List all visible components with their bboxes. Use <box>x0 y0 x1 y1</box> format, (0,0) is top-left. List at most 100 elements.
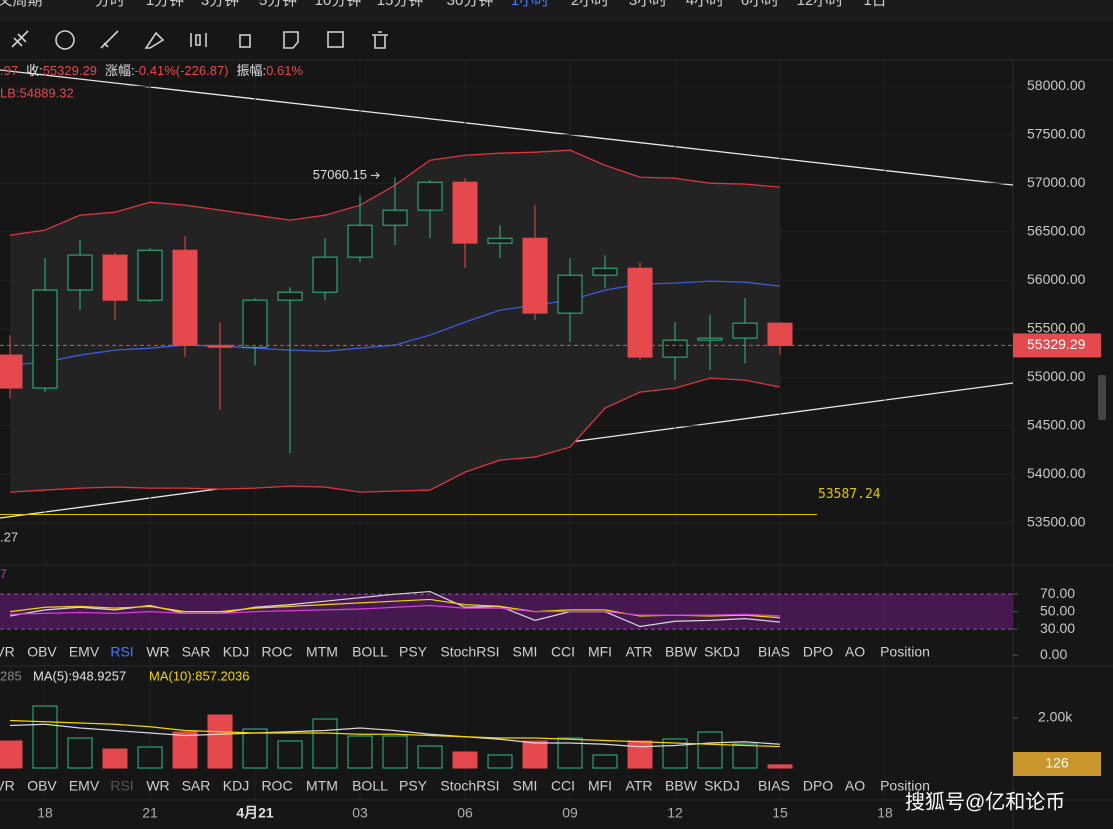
period-tab[interactable]: 30分钟 <box>447 0 494 9</box>
period-tab[interactable]: 6小时 <box>741 0 779 9</box>
indicator-tab[interactable]: SAR <box>182 778 211 794</box>
indicator-tab[interactable]: BBW <box>665 644 698 660</box>
y-tick-label: 56000.00 <box>1027 271 1086 287</box>
candle-body <box>0 354 23 389</box>
indicator-tab[interactable]: AO <box>845 644 865 660</box>
x-tick-label: 21 <box>142 805 158 821</box>
period-tab[interactable]: 10分钟 <box>315 0 362 9</box>
indicator-tab[interactable]: BOLL <box>352 644 388 660</box>
period-tab[interactable]: 2小时 <box>571 0 609 9</box>
indicator-tab[interactable]: MFI <box>588 644 612 660</box>
y-tick-label: 54500.00 <box>1027 417 1086 433</box>
last-price-label: 55329.29 <box>1027 336 1086 352</box>
volume-bar <box>347 735 373 769</box>
candle-body <box>627 267 653 358</box>
volume-bar <box>312 718 338 769</box>
indicator-tab[interactable]: KDJ <box>223 778 249 794</box>
tool-lock[interactable] <box>239 34 251 48</box>
watermark: 搜狐号@亿和论币 <box>905 790 1065 813</box>
candle-body <box>522 237 548 314</box>
y-tick-label: 57000.00 <box>1027 174 1086 190</box>
tool-measure[interactable] <box>100 30 119 49</box>
tool-candle[interactable] <box>190 33 207 47</box>
indicator-tab[interactable]: ROC <box>261 778 292 794</box>
indicator-tab[interactable]: MTM <box>306 778 338 794</box>
tool-pen[interactable] <box>144 31 165 49</box>
indicator-tab[interactable]: RSI <box>110 778 133 794</box>
volume-bar <box>417 745 443 769</box>
indicator-tab[interactable]: VR <box>0 778 15 794</box>
period-tab[interactable]: 5分钟 <box>259 0 297 9</box>
period-tab[interactable]: 义周期 <box>0 0 43 9</box>
candle-body <box>732 322 758 339</box>
indicator-tab[interactable]: BIAS <box>758 644 790 660</box>
period-tab[interactable]: 1日 <box>863 0 886 9</box>
period-tab[interactable]: 4小时 <box>686 0 724 9</box>
tool-circle[interactable] <box>55 30 75 50</box>
indicator-tab[interactable]: SAR <box>182 644 211 660</box>
indicator-tab[interactable]: RSI <box>110 644 133 660</box>
indicator-tab[interactable]: CCI <box>551 778 575 794</box>
y-tick-label: 58000.00 <box>1027 77 1086 93</box>
indicator-tab[interactable]: OBV <box>27 778 57 794</box>
info-part: 55329.29 <box>43 63 97 78</box>
indicator-tab[interactable]: MFI <box>588 778 612 794</box>
indicator-tab[interactable]: BIAS <box>758 778 790 794</box>
indicator-tab[interactable]: CCI <box>551 644 575 660</box>
indicator-tab[interactable]: MTM <box>306 644 338 660</box>
volume-legend: MA(5):948.9257 <box>33 668 126 683</box>
indicator-tab[interactable]: DPO <box>803 644 833 660</box>
tool-delete[interactable] <box>372 31 388 49</box>
period-tab[interactable]: 3小时 <box>629 0 667 9</box>
candle-body <box>277 291 303 301</box>
x-tick-label: 06 <box>457 805 473 821</box>
boll-info: LB:54889.32 <box>0 85 74 100</box>
ohlc-info: .97 收:55329.29 涨幅:-0.41%(-226.87) 振幅:0.61% <box>0 63 303 78</box>
indicator-tab[interactable]: SMI <box>513 644 538 660</box>
indicator-tab[interactable]: BBW <box>665 778 698 794</box>
indicator-tab[interactable]: OBV <box>27 644 57 660</box>
period-tab[interactable]: 1分钟 <box>146 0 184 9</box>
indicator-tab[interactable]: DPO <box>803 778 833 794</box>
indicator-tab[interactable]: Position <box>880 778 930 794</box>
indicator-tab[interactable]: AO <box>845 778 865 794</box>
indicator-tab[interactable]: StochRSI <box>440 778 499 794</box>
volume-bar <box>0 740 23 769</box>
tool-note[interactable] <box>283 31 299 49</box>
candle-body <box>32 289 58 389</box>
indicator-tab[interactable]: WR <box>146 778 169 794</box>
indicator-tab[interactable]: ROC <box>261 644 292 660</box>
volume-bar <box>242 728 268 769</box>
period-tab[interactable]: 3分钟 <box>201 0 239 9</box>
indicator-tab[interactable]: EMV <box>69 778 100 794</box>
indicator-tab[interactable]: WR <box>146 644 169 660</box>
x-tick-label: 4月21 <box>236 805 274 821</box>
period-tab[interactable]: 12小时 <box>797 0 844 9</box>
indicator-tab[interactable]: Position <box>880 644 930 660</box>
indicator-tab[interactable]: SMI <box>513 778 538 794</box>
indicator-tab[interactable]: ATR <box>626 644 653 660</box>
indicator-tab[interactable]: KDJ <box>223 644 249 660</box>
indicator-tab[interactable]: ATR <box>626 778 653 794</box>
tool-ruler[interactable] <box>11 30 29 48</box>
indicator-tab[interactable]: PSY <box>399 778 428 794</box>
indicator-tab[interactable]: PSY <box>399 644 428 660</box>
indicator-tab[interactable]: EMV <box>69 644 100 660</box>
indicator-tab[interactable]: SKDJ <box>704 644 740 660</box>
indicator-tab[interactable]: BOLL <box>352 778 388 794</box>
scrollbar[interactable] <box>1098 375 1106 420</box>
volume-ma <box>9 719 781 748</box>
period-tab[interactable]: 1小时 <box>511 0 549 9</box>
period-tab[interactable]: 15分钟 <box>377 0 424 9</box>
candle-body <box>102 254 128 301</box>
volume-bar <box>732 743 758 769</box>
tool-edit[interactable] <box>327 31 344 48</box>
indicator-tab[interactable]: VR <box>0 644 15 660</box>
y-tick-label: 50.00 <box>1040 602 1075 618</box>
candle-body <box>347 224 373 258</box>
indicator-tab[interactable]: StochRSI <box>440 644 499 660</box>
y-tick-label: 55000.00 <box>1027 368 1086 384</box>
period-tab[interactable]: 分时 <box>95 0 125 9</box>
indicator-tab[interactable]: SKDJ <box>704 778 740 794</box>
candle-body <box>417 181 443 211</box>
